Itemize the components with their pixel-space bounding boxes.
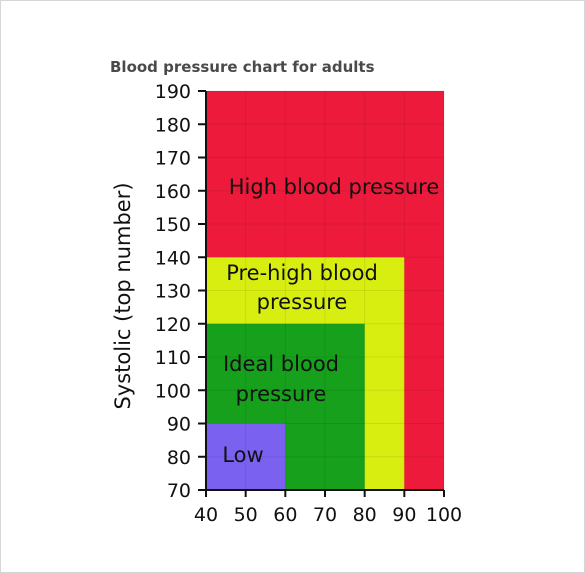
region-label-pre-high-blood-pressure-line-2: pressure: [257, 290, 348, 314]
region-label-high-blood-pressure: High blood pressure: [229, 175, 440, 199]
axes-layer: 70 80 90 100 110 120 130 140 150 160 170 180 190 40 50…: [155, 81, 462, 526]
y-tick-label: 160: [155, 181, 191, 203]
grid-layer: [206, 90, 445, 490]
chart-title: Blood pressure chart for adults: [110, 58, 375, 76]
y-tick-label: 190: [155, 81, 191, 103]
y-tick-label: 110: [155, 347, 191, 369]
regions-layer: [206, 91, 444, 490]
y-axis-label: Systolic (top number): [111, 182, 135, 409]
x-tick-label: 90: [392, 504, 416, 526]
y-tick-label: 70: [167, 480, 191, 502]
x-tick-label: 100: [426, 504, 462, 526]
x-tick-label: 50: [234, 504, 258, 526]
x-tick-label: 40: [194, 504, 218, 526]
y-tick-label: 180: [155, 114, 191, 136]
y-tick-label: 140: [155, 247, 191, 269]
region-labels-layer: High blood pressure Pre-high blood pressur…: [222, 175, 439, 467]
y-tick-label: 80: [167, 447, 191, 469]
x-tick-label: 70: [313, 504, 337, 526]
y-tick-label: 90: [167, 414, 191, 436]
y-tick-label: 120: [155, 314, 191, 336]
x-tick-label: 60: [273, 504, 297, 526]
region-low: [206, 423, 286, 490]
region-label-pre-high-blood-pressure-line-1: Pre-high blood: [226, 261, 378, 285]
x-tick-label: 80: [353, 504, 377, 526]
y-tick-label: 150: [155, 214, 191, 236]
y-tick-label: 100: [155, 380, 191, 402]
region-label-low: Low: [222, 443, 263, 467]
y-tick-label: 130: [155, 281, 191, 303]
region-label-ideal-blood-pressure-line-1: Ideal blood: [223, 352, 339, 376]
region-label-ideal-blood-pressure-line-2: pressure: [236, 382, 327, 406]
y-tick-label: 170: [155, 148, 191, 170]
